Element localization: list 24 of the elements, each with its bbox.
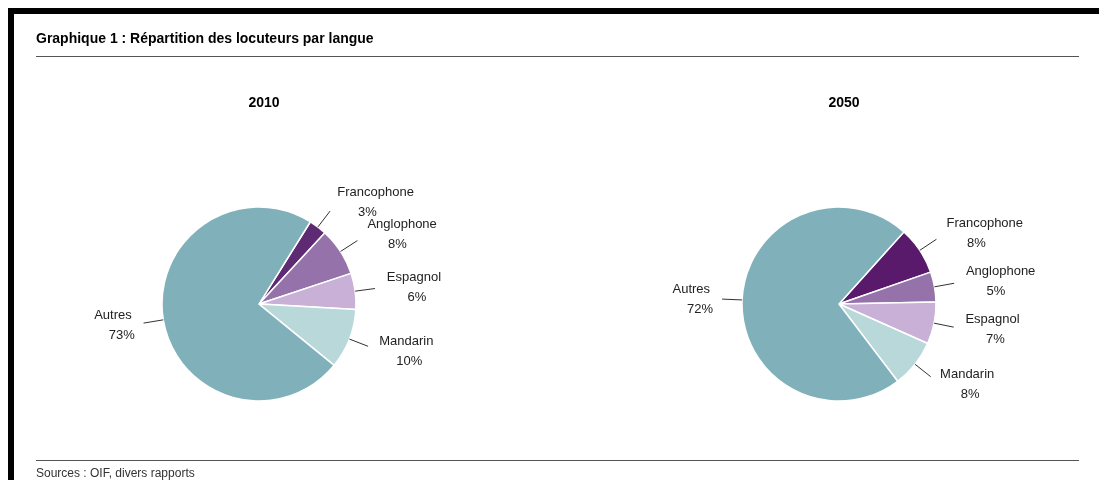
data-label: 3% [357,203,378,219]
data-label: 8% [960,386,980,402]
chart-subtitle: 2050 [827,94,861,110]
slice-label: Anglophone [367,216,437,232]
chart-subtitle: 2010 [247,94,281,110]
data-label: 8% [967,234,987,250]
slice-label: Francophone [946,214,1024,230]
slice-label: Mandarin [379,332,434,348]
chart-title: Graphique 1 : Répartition des locuteurs par langue [36,30,374,46]
data-label: 7% [986,331,1006,347]
data-label: 10% [396,352,423,368]
slice-label: Espagnol [386,268,442,284]
data-label: 8% [388,236,408,252]
slice-label: Mandarin [940,366,995,382]
slice-label: Francophone [337,183,414,199]
data-label: 73% [108,327,136,343]
slice-label: Espagnol [965,311,1020,327]
slice-label: Autres [672,280,711,296]
slice-label: Anglophone [965,263,1036,279]
source-note: Sources : OIF, divers rapports [36,466,195,480]
data-label: 6% [407,288,427,304]
data-label: 5% [986,283,1006,299]
slice-label: Autres [94,307,133,323]
data-label: 72% [687,300,714,316]
